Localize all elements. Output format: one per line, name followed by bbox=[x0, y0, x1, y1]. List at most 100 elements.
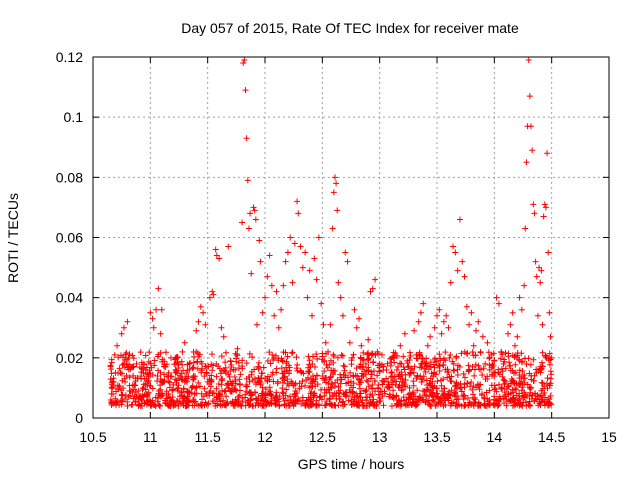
data-point bbox=[215, 363, 222, 370]
data-point bbox=[445, 324, 452, 331]
data-point bbox=[176, 393, 183, 400]
data-points bbox=[107, 57, 555, 409]
data-point bbox=[304, 374, 311, 381]
data-point bbox=[289, 279, 296, 286]
data-point bbox=[179, 376, 186, 383]
data-point bbox=[314, 355, 321, 362]
grid-lines bbox=[93, 57, 609, 418]
data-point bbox=[309, 312, 316, 319]
data-point bbox=[212, 246, 219, 253]
data-point bbox=[108, 402, 115, 409]
data-point bbox=[452, 390, 459, 397]
data-point bbox=[548, 371, 555, 378]
data-point bbox=[397, 342, 404, 349]
data-point bbox=[526, 93, 533, 100]
data-point bbox=[180, 367, 187, 374]
data-point bbox=[136, 401, 143, 408]
data-point bbox=[461, 384, 468, 391]
data-point bbox=[440, 318, 447, 325]
data-point bbox=[274, 378, 281, 385]
data-point bbox=[238, 402, 245, 409]
data-point bbox=[518, 306, 525, 313]
data-point bbox=[107, 396, 114, 403]
data-point bbox=[417, 352, 424, 359]
data-point bbox=[116, 401, 123, 408]
data-point bbox=[430, 373, 437, 380]
data-point bbox=[192, 398, 199, 405]
data-point bbox=[392, 381, 399, 388]
data-point bbox=[336, 393, 343, 400]
data-point bbox=[256, 359, 263, 366]
data-point bbox=[339, 352, 346, 359]
data-point bbox=[396, 372, 403, 379]
data-point bbox=[245, 225, 252, 232]
data-point bbox=[417, 309, 424, 316]
data-point bbox=[359, 357, 366, 364]
data-point bbox=[222, 387, 229, 394]
data-point bbox=[246, 378, 253, 385]
data-point bbox=[183, 370, 190, 377]
data-point bbox=[189, 365, 196, 372]
data-point bbox=[399, 375, 406, 382]
data-point bbox=[187, 360, 194, 367]
data-point bbox=[267, 399, 274, 406]
data-point bbox=[143, 399, 150, 406]
data-point bbox=[380, 363, 387, 370]
data-point bbox=[365, 336, 372, 343]
data-point bbox=[233, 399, 240, 406]
data-point bbox=[485, 349, 492, 356]
data-point bbox=[243, 135, 250, 142]
data-point bbox=[114, 398, 121, 405]
data-point bbox=[306, 368, 313, 375]
data-point bbox=[267, 388, 274, 395]
data-point bbox=[466, 366, 473, 373]
data-point bbox=[372, 388, 379, 395]
data-point bbox=[227, 357, 234, 364]
data-point bbox=[334, 207, 341, 214]
data-point bbox=[231, 373, 238, 380]
data-point bbox=[484, 373, 491, 380]
data-point bbox=[137, 402, 144, 409]
data-point bbox=[124, 402, 131, 409]
data-point bbox=[478, 392, 485, 399]
data-point bbox=[467, 383, 474, 390]
data-point bbox=[536, 264, 543, 271]
data-point bbox=[323, 386, 330, 393]
data-point bbox=[429, 378, 436, 385]
data-point bbox=[126, 363, 133, 370]
data-point bbox=[424, 382, 431, 389]
data-point bbox=[232, 377, 239, 384]
data-point bbox=[472, 384, 479, 391]
data-point bbox=[406, 371, 413, 378]
data-point bbox=[247, 210, 254, 217]
data-point bbox=[547, 333, 554, 340]
data-point bbox=[511, 342, 518, 349]
data-point bbox=[388, 369, 395, 376]
data-point bbox=[452, 249, 459, 256]
data-point bbox=[420, 300, 427, 307]
data-point bbox=[447, 352, 454, 359]
data-point bbox=[525, 57, 532, 64]
data-point bbox=[407, 353, 414, 360]
data-point bbox=[526, 370, 533, 377]
data-point bbox=[474, 381, 481, 388]
data-point bbox=[242, 394, 249, 401]
x-tick-label: 14 bbox=[487, 429, 503, 445]
data-point bbox=[329, 393, 336, 400]
data-point bbox=[394, 400, 401, 407]
data-point bbox=[108, 356, 115, 363]
data-point bbox=[531, 210, 538, 217]
data-point bbox=[347, 382, 354, 389]
data-point bbox=[144, 370, 151, 377]
data-point bbox=[442, 357, 449, 364]
data-point bbox=[353, 324, 360, 331]
data-point bbox=[323, 398, 330, 405]
data-point bbox=[438, 330, 445, 337]
data-point bbox=[196, 351, 203, 358]
data-point bbox=[493, 400, 500, 407]
data-point bbox=[507, 362, 514, 369]
data-point bbox=[516, 294, 523, 301]
data-point bbox=[528, 395, 535, 402]
data-point bbox=[271, 312, 278, 319]
data-point bbox=[414, 372, 421, 379]
